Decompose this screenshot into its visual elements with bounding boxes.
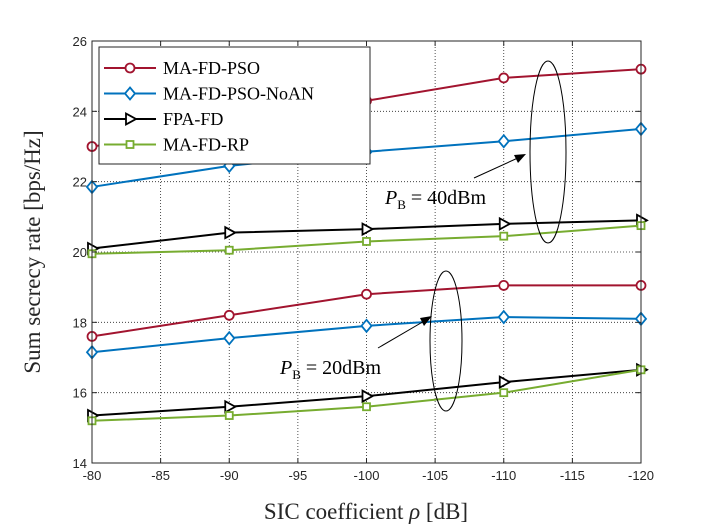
x-tick-label: -100 <box>353 468 379 483</box>
data-point <box>499 231 509 241</box>
ticks: -80 -85 -90 -95 -100 -105 -110 -115 -120 14 16 18 20… <box>73 34 654 483</box>
data-point <box>360 318 373 334</box>
data-point <box>497 133 510 149</box>
data-point <box>361 288 372 300</box>
data-point <box>361 222 375 237</box>
annotation-ellipse-20dbm <box>429 270 463 412</box>
y-tick-label: 22 <box>73 175 87 190</box>
annotation-40dbm: PB = 40dBm <box>384 187 487 212</box>
data-point <box>498 72 510 84</box>
data-point <box>224 399 238 414</box>
annotation-arrowhead-20dbm <box>420 316 432 326</box>
annotation-20dbm-text: = 20dBm <box>301 357 382 379</box>
series-ma-fd-pso-noan-20dbm <box>85 309 648 360</box>
legend-label: MA-FD-RP <box>163 135 249 155</box>
annotation-ellipse-40dbm <box>529 60 567 244</box>
legend-label: MA-FD-PSO <box>163 58 260 78</box>
data-point <box>498 280 510 291</box>
data-point <box>362 237 371 246</box>
legend-marker <box>125 111 138 127</box>
legend-marker <box>124 62 136 74</box>
data-point <box>361 389 375 404</box>
annotation-40dbm-symbol: P <box>384 187 397 209</box>
legend-marker <box>123 86 137 101</box>
x-tick-label: -115 <box>560 468 585 483</box>
legend-item: MA-FD-RP <box>104 135 249 155</box>
annotation-40dbm-subscript: B <box>397 197 406 212</box>
annotation-20dbm-subscript: B <box>292 367 301 382</box>
x-tick-label: -90 <box>220 468 239 483</box>
x-axis-title: SIC coefficient ρ [dB] <box>264 499 468 524</box>
annotation-arrow-20dbm <box>377 319 427 349</box>
data-point <box>224 225 238 240</box>
annotation-20dbm: PB = 20dBm <box>279 357 382 382</box>
y-axis-title: Sum secrecy rate [bps/Hz] <box>20 130 45 373</box>
annotation-arrowhead-40dbm <box>514 154 526 163</box>
series-fpa-fd-40dbm <box>87 213 649 256</box>
data-point <box>498 375 512 390</box>
x-axis-title-prefix: SIC coefficient <box>264 499 409 524</box>
y-tick-label: 14 <box>73 456 87 471</box>
data-point <box>224 411 234 420</box>
x-tick-label: -85 <box>151 468 170 483</box>
legend-label: MA-FD-PSO-NoAN <box>163 84 314 104</box>
x-tick-label: -110 <box>491 468 516 483</box>
data-point <box>498 216 512 231</box>
series-ma-fd-pso-20dbm <box>86 280 647 342</box>
legend-label: FPA-FD <box>163 109 223 129</box>
legend: MA-FD-PSO MA-FD-PSO-NoAN FPA-FD MA-FD-RP <box>98 46 371 165</box>
x-tick-label: -95 <box>288 468 307 483</box>
x-axis-title-symbol: ρ <box>408 499 420 524</box>
legend-item: MA-FD-PSO <box>104 58 260 78</box>
x-tick-label: -105 <box>422 468 448 483</box>
y-tick-label: 26 <box>73 34 87 49</box>
annotation-20dbm-symbol: P <box>279 357 292 379</box>
x-axis-title-suffix: [dB] <box>420 499 468 524</box>
annotation-40dbm-text: = 40dBm <box>406 187 487 209</box>
data-point <box>497 309 510 325</box>
annotation-arrow-40dbm <box>473 156 521 179</box>
legend-item: MA-FD-PSO-NoAN <box>104 84 314 104</box>
x-tick-label: -120 <box>628 468 654 483</box>
y-tick-label: 20 <box>73 245 87 260</box>
data-point <box>223 330 236 346</box>
data-point <box>362 402 371 412</box>
y-tick-label: 16 <box>73 386 87 401</box>
data-point <box>499 388 509 398</box>
data-point <box>224 245 234 255</box>
data-point <box>223 309 235 321</box>
legend-item: FPA-FD <box>104 109 223 129</box>
y-tick-label: 18 <box>73 315 87 330</box>
x-tick-label: -80 <box>83 468 102 483</box>
y-tick-label: 24 <box>73 104 87 119</box>
legend-marker <box>125 140 135 149</box>
